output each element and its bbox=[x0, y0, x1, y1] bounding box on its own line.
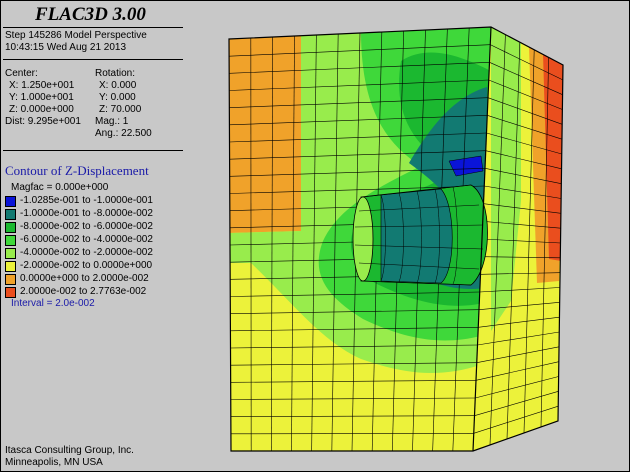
grid-line bbox=[230, 344, 478, 349]
grid-line bbox=[488, 79, 563, 110]
info-panel: FLAC3D 3.00 Step 145286 Model Perspectiv… bbox=[1, 1, 187, 471]
divider bbox=[3, 27, 183, 28]
grid-line bbox=[484, 168, 562, 184]
legend-swatch bbox=[5, 235, 16, 246]
grid-line bbox=[484, 185, 562, 199]
grid-line bbox=[473, 405, 559, 434]
grid-line bbox=[482, 221, 561, 229]
magfac-label: Magfac = 0.000e+000 bbox=[11, 182, 109, 193]
grid-line bbox=[486, 132, 562, 155]
legend-label: 2.0000e-002 to 2.7763e-002 bbox=[20, 286, 147, 297]
rotation-mag: Mag.: 1 bbox=[95, 116, 129, 127]
grid-line bbox=[230, 397, 476, 400]
grid-line bbox=[229, 150, 486, 160]
legend-swatch bbox=[5, 222, 16, 233]
grid-line bbox=[481, 256, 561, 259]
center-label: Center: bbox=[5, 68, 38, 79]
grid-line bbox=[229, 62, 490, 74]
grid-line bbox=[478, 316, 560, 328]
app-title: FLAC3D 3.00 bbox=[35, 4, 146, 25]
timestamp: 10:43:15 Wed Aug 21 2013 bbox=[5, 42, 127, 53]
grid-line bbox=[229, 97, 489, 108]
tunnel bbox=[352, 184, 488, 286]
rotation-y: Y: 0.000 bbox=[99, 92, 136, 103]
grid-line bbox=[475, 361, 559, 381]
grid-line bbox=[476, 346, 560, 363]
grid-line bbox=[485, 150, 562, 170]
grid-line bbox=[477, 331, 560, 346]
legend-label: -6.0000e-002 to -4.0000e-002 bbox=[20, 234, 153, 245]
grid-line bbox=[489, 62, 563, 95]
side-grid bbox=[473, 34, 563, 446]
grid-line bbox=[475, 376, 559, 399]
legend-label: -8.0000e-002 to -6.0000e-002 bbox=[20, 221, 153, 232]
legend-swatch bbox=[5, 248, 16, 259]
company-label: Itasca Consulting Group, Inc. bbox=[5, 445, 134, 456]
legend-swatch bbox=[5, 274, 16, 285]
step-line: Step 145286 Model Perspective bbox=[5, 30, 147, 41]
center-x: X: 1.250e+001 bbox=[9, 80, 75, 91]
grid-line bbox=[230, 362, 477, 366]
grid-line bbox=[229, 168, 486, 177]
legend-swatch bbox=[5, 261, 16, 272]
contour-zone-lightgreen bbox=[491, 27, 521, 331]
grid-line bbox=[490, 44, 563, 81]
legend-label: 0.0000e+000 to 2.0000e-002 bbox=[20, 273, 149, 284]
model-edge bbox=[472, 26, 492, 452]
rotation-ang: Ang.: 22.500 bbox=[95, 128, 152, 139]
rotation-x: X: 0.000 bbox=[99, 80, 137, 91]
legend-swatch bbox=[5, 209, 16, 220]
contour-zone-orange bbox=[229, 35, 301, 233]
contour-zone-blue bbox=[448, 155, 484, 177]
grid-line bbox=[229, 132, 487, 143]
grid-line bbox=[230, 291, 480, 297]
center-y: Y: 1.000e+001 bbox=[9, 92, 74, 103]
center-dist: Dist: 9.295e+001 bbox=[5, 116, 81, 127]
grid-line bbox=[481, 238, 561, 244]
grid-line bbox=[487, 115, 563, 140]
center-z: Z: 0.000e+000 bbox=[9, 104, 74, 115]
rotation-z: Z: 70.000 bbox=[99, 104, 142, 115]
grid-line bbox=[230, 415, 475, 417]
grid-line bbox=[483, 203, 561, 214]
grid-line bbox=[229, 115, 488, 126]
grid-line bbox=[479, 287, 560, 293]
interval-label: Interval = 2.0e-002 bbox=[11, 298, 95, 309]
grid-line bbox=[229, 79, 489, 91]
legend-label: -1.0285e-001 to -1.0000e-001 bbox=[20, 195, 153, 206]
contour-zone-red bbox=[543, 53, 563, 261]
grid-line bbox=[230, 309, 480, 314]
grid-line bbox=[229, 185, 485, 194]
grid-line bbox=[229, 44, 491, 57]
legend-label: -2.0000e-002 to 0.0000e+000 bbox=[20, 260, 153, 271]
legend-swatch bbox=[5, 196, 16, 207]
contour-title: Contour of Z-Displacement bbox=[5, 163, 149, 178]
divider bbox=[3, 150, 183, 151]
grid-line bbox=[230, 433, 474, 435]
rotation-label: Rotation: bbox=[95, 68, 136, 79]
legend-label: -1.0000e-001 to -8.0000e-002 bbox=[20, 208, 153, 219]
grid-line bbox=[474, 391, 559, 416]
grid-line bbox=[480, 272, 561, 275]
grid-line bbox=[487, 97, 563, 125]
location-label: Minneapolis, MN USA bbox=[5, 457, 103, 468]
divider bbox=[3, 59, 183, 60]
legend-swatch bbox=[5, 287, 16, 298]
grid-line bbox=[230, 327, 479, 332]
legend-label: -4.0000e-002 to -2.0000e-002 bbox=[20, 247, 153, 258]
grid-line bbox=[478, 302, 560, 310]
grid-line bbox=[230, 380, 477, 383]
